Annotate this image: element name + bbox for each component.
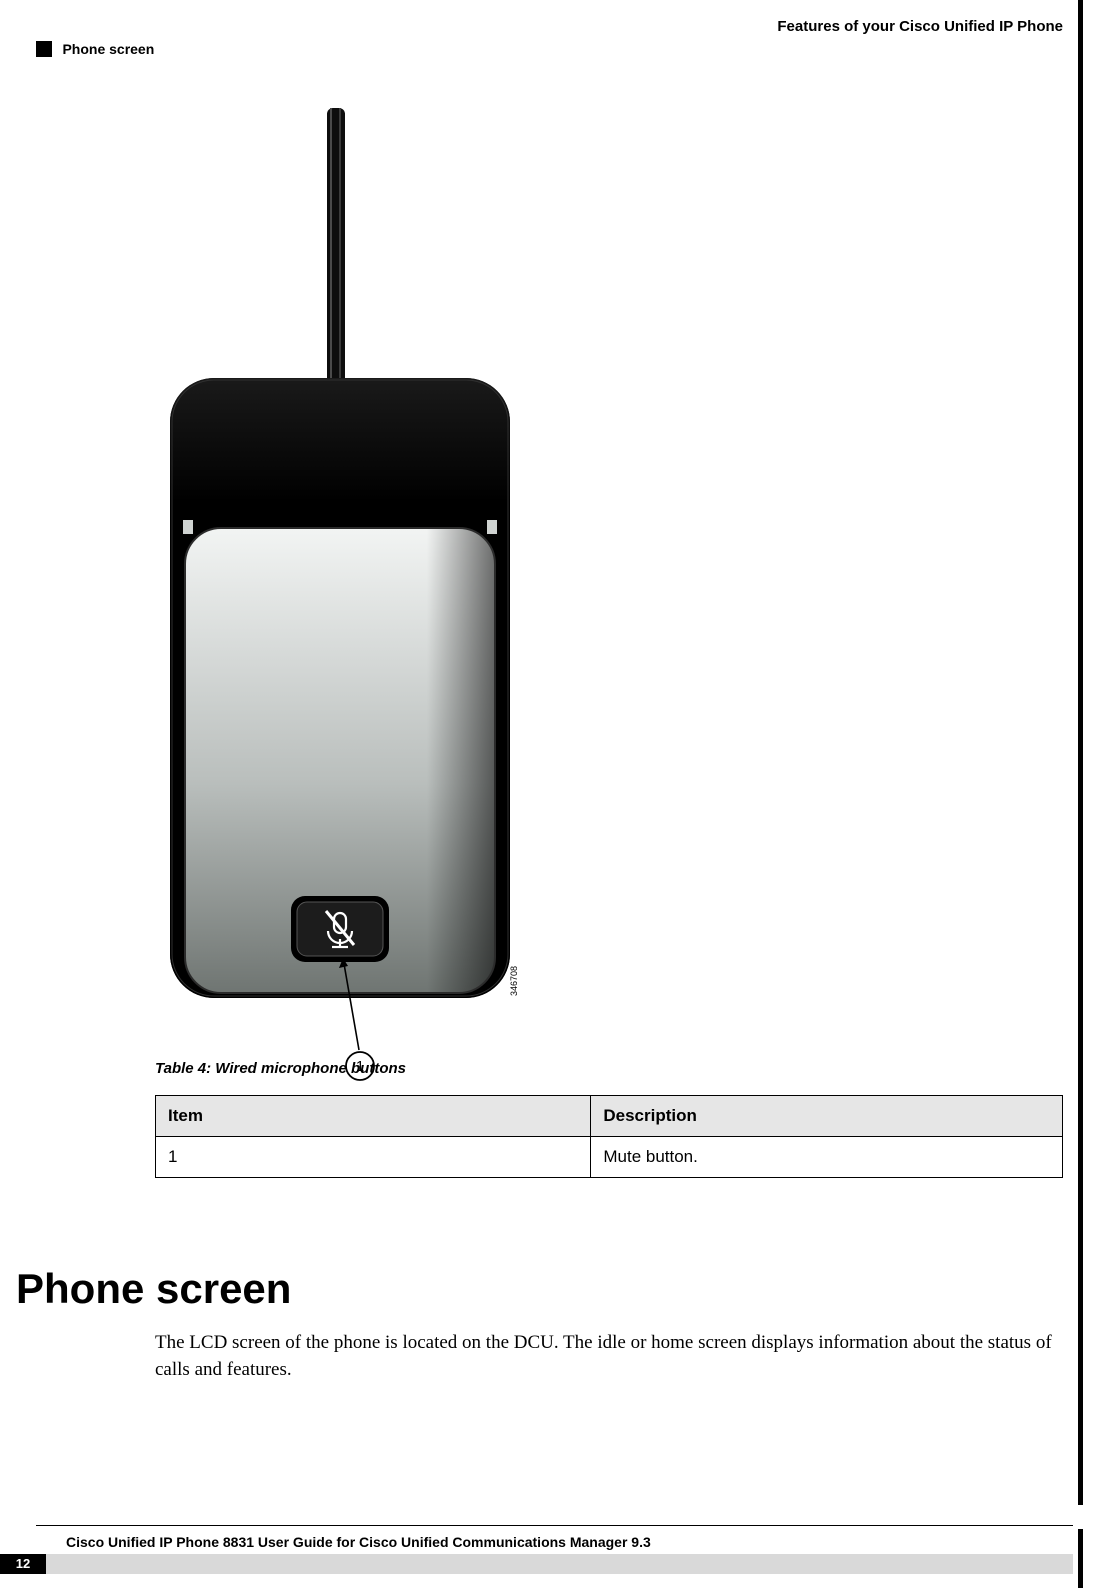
table-row: 1 Mute button. [156, 1137, 1063, 1178]
footer-greybar [46, 1554, 1073, 1574]
footer-rule [36, 1525, 1073, 1526]
page-edge-bar-gap [1078, 1505, 1083, 1529]
footer-pagebar: 12 [0, 1554, 1095, 1574]
header-bullet-block [36, 41, 52, 57]
section-heading: Phone screen [16, 1265, 291, 1313]
header-chapter-title: Features of your Cisco Unified IP Phone [777, 18, 1063, 35]
table-caption: Table 4: Wired microphone buttons [155, 1060, 406, 1077]
table-cell-description: Mute button. [591, 1137, 1063, 1178]
section-body: The LCD screen of the phone is located o… [155, 1330, 1063, 1383]
figure-art-code: 346708 [509, 966, 519, 996]
header-section-wrap: Phone screen [36, 40, 154, 58]
table-cell-item: 1 [156, 1137, 591, 1178]
buttons-table: Item Description 1 Mute button. [155, 1095, 1063, 1178]
table-header-description: Description [591, 1096, 1063, 1137]
header-section-title: Phone screen [62, 41, 154, 57]
page-edge-bar [1078, 0, 1083, 1588]
table-header-item: Item [156, 1096, 591, 1137]
footer-doc-title: Cisco Unified IP Phone 8831 User Guide f… [66, 1534, 651, 1550]
device-illustration: 346708 1 [155, 108, 535, 1028]
footer-page-number: 12 [0, 1554, 46, 1574]
